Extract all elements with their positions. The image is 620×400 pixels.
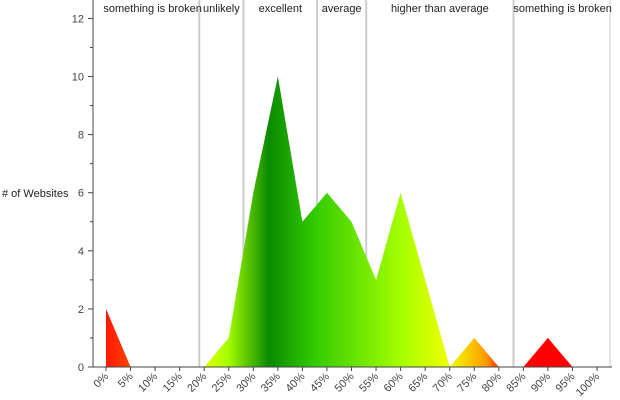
x-tick-label: 5% (116, 370, 136, 390)
band-label: higher than average (391, 3, 489, 15)
x-tick-label: 25% (210, 370, 234, 394)
x-tick-label: 40% (283, 370, 307, 394)
y-tick-label: 8 (78, 130, 84, 142)
area-layer (106, 76, 597, 367)
x-tick-label: 0% (91, 370, 111, 390)
x-tick-label: 50% (333, 370, 357, 394)
x-tick-label: 60% (382, 370, 406, 394)
y-tick-label: 6 (78, 188, 84, 200)
y-axis-title: # of Websites (2, 188, 69, 200)
x-tick-label: 30% (234, 370, 258, 394)
band-label: something is broken (103, 3, 201, 15)
axes-layer (88, 0, 612, 371)
x-tick-label: 10% (136, 370, 160, 394)
x-tick-label: 90% (529, 370, 553, 394)
band-label: something is broken (513, 3, 611, 15)
data-area (106, 76, 597, 367)
band-label: average (322, 3, 362, 15)
x-tick-label: 80% (480, 370, 504, 394)
y-tick-label: 12 (72, 13, 84, 25)
x-tick-label: 65% (406, 370, 430, 394)
x-tick-label: 85% (504, 370, 528, 394)
x-tick-label: 75% (455, 370, 479, 394)
x-tick-label: 70% (431, 370, 455, 394)
y-tick-label: 4 (78, 246, 84, 258)
band-layer (198, 0, 611, 367)
x-tick-label: 35% (259, 370, 283, 394)
band-label: excellent (259, 3, 302, 15)
x-tick-label: 20% (185, 370, 209, 394)
x-tick-label: 15% (161, 370, 185, 394)
y-tick-label: 2 (78, 304, 84, 316)
x-tick-label: 45% (308, 370, 332, 394)
x-tick-label: 100% (574, 370, 603, 399)
band-label: unlikely (203, 3, 240, 15)
y-tick-label: 0 (78, 362, 84, 374)
y-tick-label: 10 (72, 72, 84, 84)
x-tick-label: 55% (357, 370, 381, 394)
